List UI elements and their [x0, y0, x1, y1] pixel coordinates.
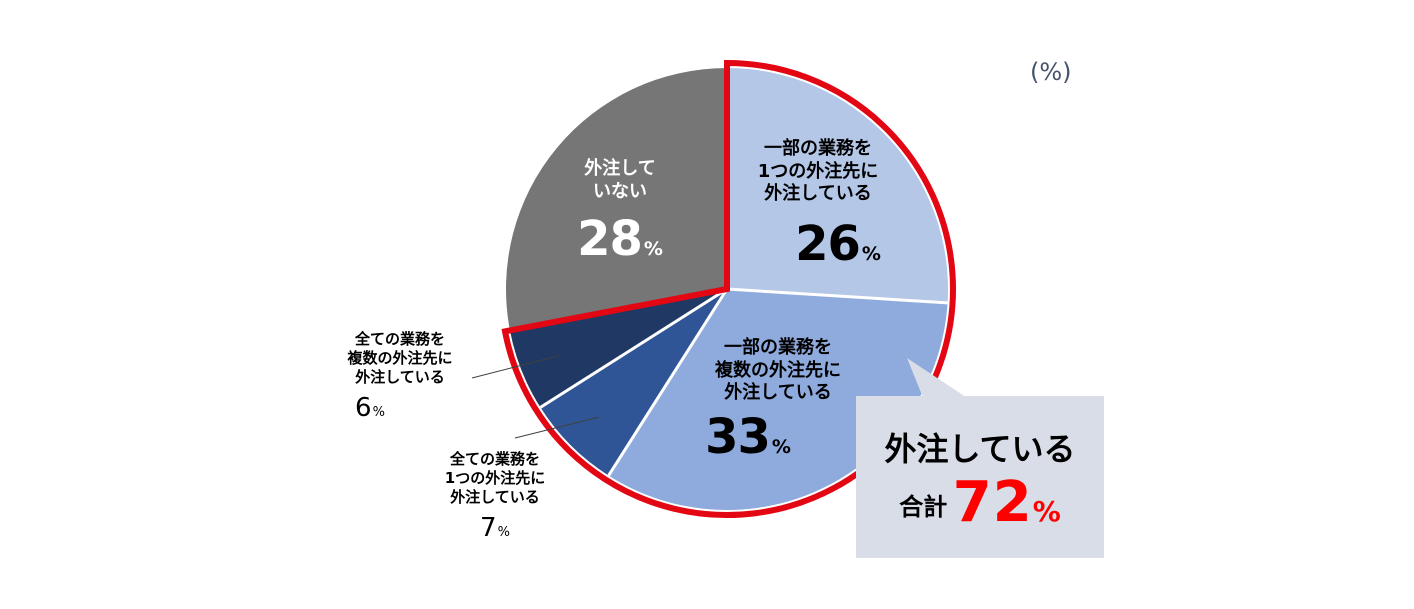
slice-category-1: 一部の業務を 複数の外注先に 外注している [715, 337, 841, 403]
slice-label-2: 全ての業務を 1つの外注先に 外注している 7% [425, 450, 565, 545]
slice-label-4: 外注して いない 28% [560, 158, 680, 269]
unit-label: (%) [1030, 58, 1072, 86]
pie-slice-3 [509, 289, 727, 408]
slice-value-1: 33 [705, 408, 771, 465]
slice-category-2: 全ての業務を 1つの外注先に 外注している [444, 450, 546, 506]
callout-pointer [907, 358, 978, 405]
slice-unit-0: % [861, 242, 881, 265]
leader-line-3 [471, 355, 559, 379]
slice-divider-3 [539, 287, 728, 409]
slice-unit-3: % [372, 405, 385, 421]
slice-label-0: 一部の業務を 1つの外注先に 外注している 26% [738, 138, 898, 274]
slice-value-2: 7 [480, 513, 497, 544]
slice-label-1: 一部の業務を 複数の外注先に 外注している 33% [688, 337, 868, 467]
slice-unit-1: % [771, 435, 791, 458]
callout-total-value: 72 [952, 470, 1033, 535]
slice-divider-2 [607, 288, 729, 477]
pie-slice-0 [727, 68, 948, 303]
slice-category-0: 一部の業務を 1つの外注先に 外注している [757, 138, 879, 204]
slice-value-4: 28 [577, 211, 643, 267]
callout-total-unit: % [1032, 495, 1061, 528]
slice-unit-2: % [497, 525, 510, 541]
callout-box [856, 396, 1104, 558]
slice-unit-4: % [643, 238, 663, 260]
slice-label-3: 全ての業務を 複数の外注先に 外注している 6% [330, 330, 470, 425]
slice-category-4: 外注して いない [584, 158, 656, 202]
pie-slice-4 [506, 68, 727, 331]
callout-total: 合計 72% [856, 470, 1104, 535]
slice-divider-1 [726, 287, 948, 305]
leader-line-2 [514, 416, 599, 439]
slice-category-3: 全ての業務を 複数の外注先に 外注している [347, 330, 453, 386]
pie-slice-2 [540, 289, 727, 476]
slice-value-3: 6 [355, 393, 372, 424]
slice-value-0: 26 [795, 215, 861, 272]
callout-title: 外注している [884, 430, 1076, 468]
callout-total-label: 合計 [899, 493, 948, 521]
